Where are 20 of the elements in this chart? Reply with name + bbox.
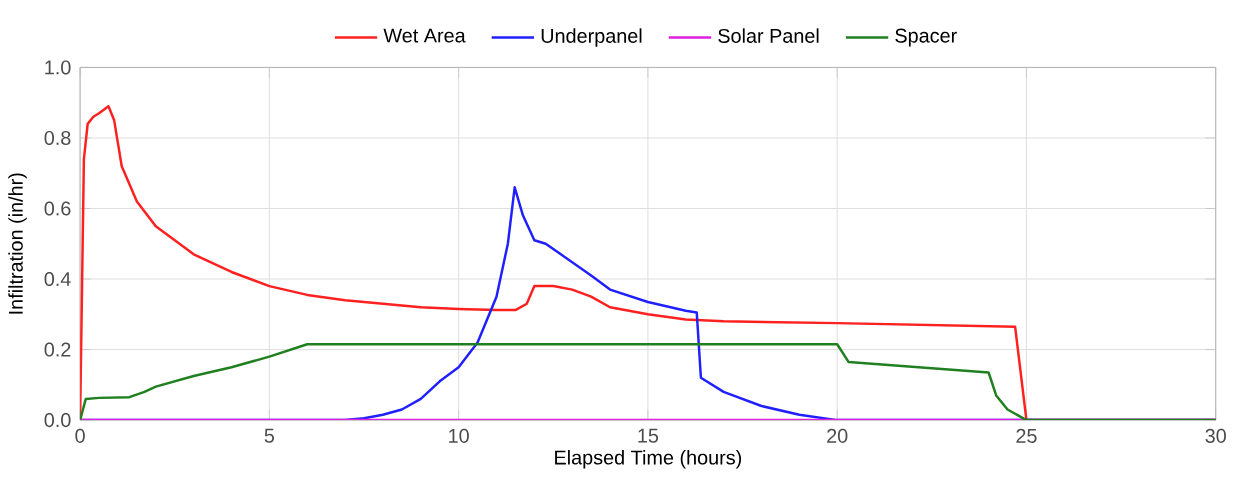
legend-label: Wet Area (383, 28, 466, 43)
y-axis-title: Infiltration (in/hr) (8, 173, 27, 314)
legend-label: Solar Panel (718, 28, 819, 44)
y-tick-label: 0.6 (44, 201, 71, 216)
y-tick-label: 0.2 (44, 342, 71, 357)
x-tick-label: 25 (1016, 429, 1037, 444)
legend-label: Underpanel (541, 28, 642, 48)
y-tick-label: 0.0 (44, 413, 71, 428)
x-tick-label: 0 (75, 429, 85, 444)
x-axis-title: Elapsed Time (hours) (555, 450, 742, 469)
y-tick-label: 0.4 (44, 272, 71, 287)
x-tick-label: 15 (638, 429, 659, 443)
x-tick-label: 30 (1205, 429, 1226, 444)
y-tick-label: 1.0 (45, 60, 71, 75)
line-series (80, 343, 1216, 421)
x-tick-label: 10 (449, 429, 469, 444)
legend-label: Spacer (895, 28, 957, 47)
x-tick-label: 5 (264, 429, 275, 443)
x-tick-label: 20 (827, 429, 848, 444)
y-tick-label: 0.8 (44, 131, 71, 146)
